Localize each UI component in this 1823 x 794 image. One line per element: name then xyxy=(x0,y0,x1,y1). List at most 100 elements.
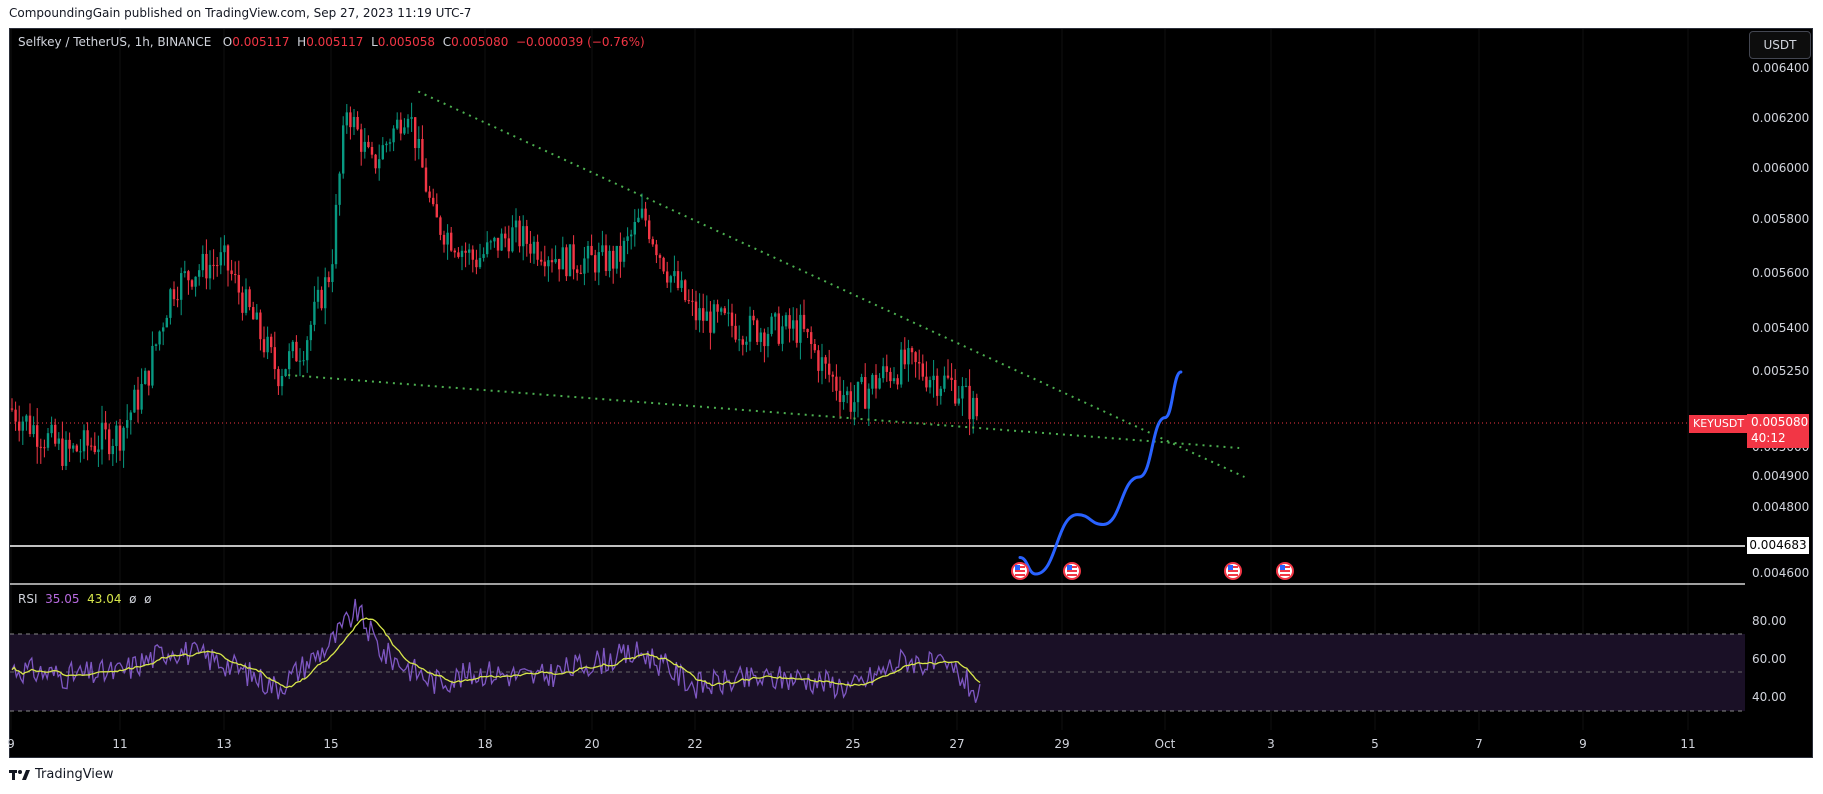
rsi-legend[interactable]: RSI 35.05 43.04 ø ø xyxy=(18,592,151,606)
candle-body xyxy=(612,250,615,269)
date-tick: Oct xyxy=(1154,737,1176,751)
us-event-icon[interactable] xyxy=(1063,562,1081,580)
candle-body xyxy=(396,119,399,129)
candle-body xyxy=(180,273,183,300)
candle-body xyxy=(288,351,291,370)
candle-body xyxy=(910,348,914,353)
candle-body xyxy=(795,320,798,343)
us-event-icon[interactable] xyxy=(1011,562,1029,580)
candle-body xyxy=(172,289,176,300)
candle-body xyxy=(615,245,618,269)
candle-body xyxy=(565,247,568,277)
candle-body xyxy=(806,328,809,333)
candle-body xyxy=(338,173,341,205)
candle-body xyxy=(342,125,345,174)
candle-body xyxy=(248,289,251,308)
candle-body xyxy=(316,289,320,302)
candle-body xyxy=(640,208,644,218)
low-value: 0.005058 xyxy=(377,35,436,49)
candle-body xyxy=(486,242,489,255)
candle-body xyxy=(432,197,435,205)
candle-body xyxy=(28,415,32,435)
us-event-icon[interactable] xyxy=(1224,562,1242,580)
candle-body xyxy=(169,289,172,318)
price-tick: 0.005600 xyxy=(1752,266,1810,280)
candle-body xyxy=(842,395,845,403)
candle-body xyxy=(21,421,24,431)
candle-body xyxy=(604,245,608,272)
candle-body xyxy=(496,237,500,251)
candle-body xyxy=(561,247,564,270)
candle-body xyxy=(72,445,75,449)
price-tick: 0.005250 xyxy=(1752,364,1810,378)
candle-body xyxy=(867,388,870,409)
currency-button[interactable]: USDT xyxy=(1749,31,1811,59)
candle-body xyxy=(540,259,543,262)
candle-body xyxy=(68,439,71,449)
candle-body xyxy=(684,280,687,301)
candle-body xyxy=(478,257,482,268)
candle-body xyxy=(597,252,600,273)
candle-body xyxy=(799,314,802,343)
candle-body xyxy=(154,344,158,346)
candle-body xyxy=(374,154,377,169)
projection-curve[interactable] xyxy=(1018,370,1183,576)
candle-body xyxy=(457,252,460,257)
candle-body xyxy=(306,340,309,361)
candle-body xyxy=(97,449,100,453)
candle-body xyxy=(126,420,129,428)
candle-body xyxy=(129,412,132,421)
candle-body xyxy=(853,402,856,412)
candle-body xyxy=(633,222,636,235)
candle-body xyxy=(558,258,561,270)
candle-body xyxy=(190,280,194,287)
date-tick: 18 xyxy=(477,737,493,751)
candle-body xyxy=(230,270,233,275)
candle-body xyxy=(673,271,676,277)
candle-body xyxy=(500,233,503,251)
candle-body xyxy=(738,339,741,341)
candle-body xyxy=(748,315,752,342)
candle-body xyxy=(522,226,525,247)
candle-body xyxy=(327,277,330,282)
candle-body xyxy=(320,289,323,309)
candle-body xyxy=(403,127,406,134)
footer-brand-text: TradingView xyxy=(35,767,114,782)
candle-body xyxy=(162,327,165,332)
candle-body xyxy=(810,332,813,344)
bar-countdown: 40:12 xyxy=(1751,431,1786,445)
date-tick: 13 xyxy=(216,737,232,751)
candle-body xyxy=(532,241,536,254)
candle-body xyxy=(493,237,496,242)
candle-body xyxy=(709,311,712,333)
low-label: L xyxy=(371,35,378,49)
candle-body xyxy=(576,269,579,273)
trendline-lower[interactable] xyxy=(288,374,1240,449)
candle-body xyxy=(32,425,35,435)
candle-body xyxy=(439,217,442,235)
candle-body xyxy=(802,314,806,329)
trendline-upper[interactable] xyxy=(417,90,1245,478)
candle-body xyxy=(536,241,539,260)
candle-body xyxy=(878,378,881,389)
date-tick: 27 xyxy=(949,737,965,751)
candle-body xyxy=(118,425,122,451)
candle-body xyxy=(792,320,795,329)
candle-body xyxy=(511,227,514,252)
candle-body xyxy=(165,317,168,328)
candle-body xyxy=(187,271,190,281)
open-label: O xyxy=(222,35,233,49)
candle-body xyxy=(586,245,590,259)
candle-body xyxy=(741,339,744,345)
candle-body xyxy=(140,384,143,410)
candle-body xyxy=(302,360,305,362)
date-tick: 29 xyxy=(1054,737,1070,751)
footer-brand[interactable]: TradingView xyxy=(9,767,114,782)
candle-body xyxy=(360,129,363,152)
candle-body xyxy=(763,332,766,347)
symbol-legend[interactable]: Selfkey / TetherUS, 1h, BINANCE O0.00511… xyxy=(18,35,645,49)
candle-body xyxy=(939,388,942,396)
candle-body xyxy=(417,138,420,149)
us-event-icon[interactable] xyxy=(1276,562,1294,580)
